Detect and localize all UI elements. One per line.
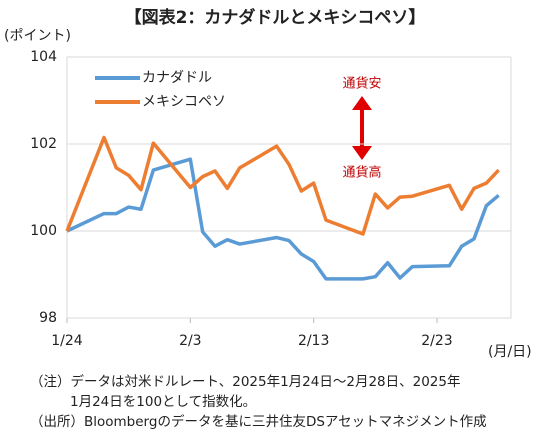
note: 1月24日を100として指数化。 <box>70 394 256 410</box>
chart-title: 【図表2：カナダドルとメキシコペソ】 <box>125 7 426 28</box>
series-line <box>66 157 500 281</box>
y-axis-label: (ポイント) <box>4 28 71 44</box>
x-tick-label: 2/3 <box>179 333 202 349</box>
annotation: 通貨安 <box>342 76 381 92</box>
series-line <box>65 135 500 236</box>
y-tick-label: 100 <box>30 223 57 239</box>
note: （注）データは対米ドルレート、2025年1月24日～2月28日、2025年 <box>30 373 460 390</box>
x-tick-label: 2/23 <box>421 333 452 349</box>
note: （出所）Bloombergのデータを基に三井住友DSアセットマネジメント作成 <box>30 413 487 430</box>
x-tick-label: 2/13 <box>298 333 329 349</box>
x-axis-label: (月/日) <box>488 344 532 360</box>
y-tick-label: 104 <box>30 49 57 65</box>
arrow <box>352 96 372 160</box>
x-tick-label: 1/24 <box>51 333 83 349</box>
y-tick-label: 98 <box>39 310 57 326</box>
legend-label: カナダドル <box>142 70 212 86</box>
y-tick-label: 102 <box>30 136 57 152</box>
annotation: 通貨高 <box>342 165 381 181</box>
legend-label: メキシコペソ <box>142 94 226 110</box>
